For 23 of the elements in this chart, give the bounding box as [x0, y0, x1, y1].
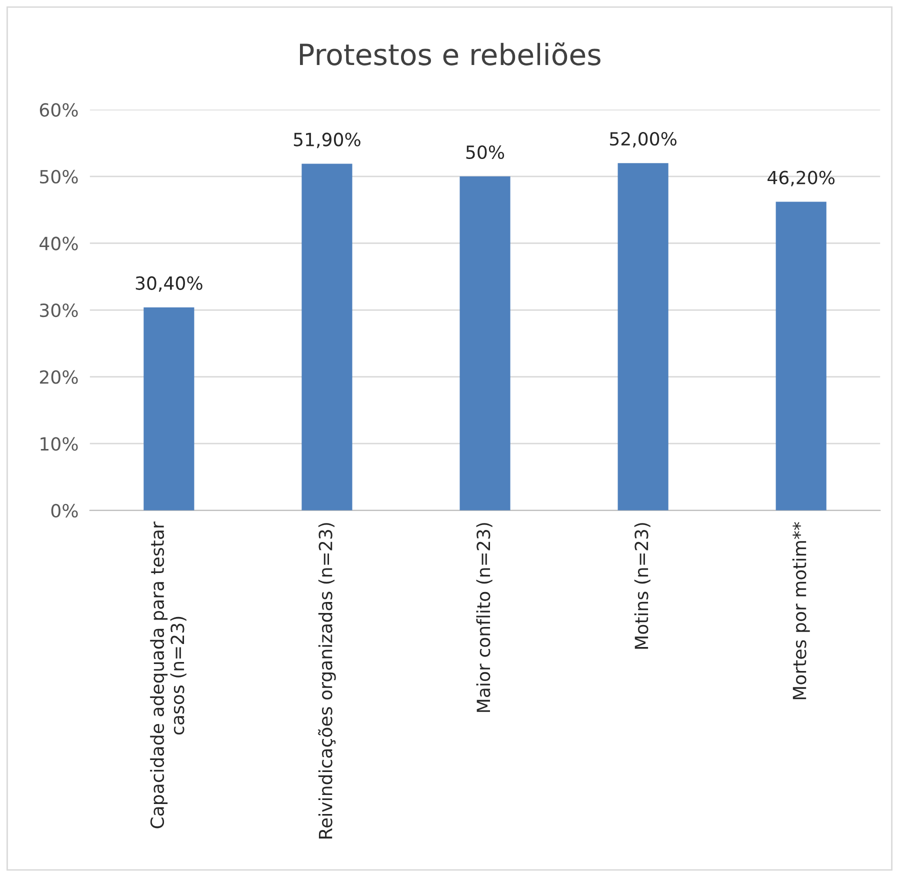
chart-title: Protestos e rebeliões	[300, 42, 600, 66]
bar	[460, 176, 510, 510]
x-tick-label: Mortes por motim**	[792, 522, 810, 700]
data-label: 52,00%	[610, 132, 676, 148]
bar	[618, 163, 668, 510]
x-tick-label: Reivindicações organizadas (n=23)	[318, 523, 336, 838]
x-tick-label: Maior conflito (n=23)	[476, 523, 492, 712]
data-label: 30,40%	[136, 276, 202, 292]
x-tick-label: Motins (n=23)	[634, 523, 650, 649]
y-tick-label: 20%	[40, 370, 78, 384]
data-label: 51,90%	[294, 132, 360, 148]
y-tick-label: 60%	[40, 103, 78, 117]
y-tick-label: 50%	[40, 170, 78, 184]
x-tick-label: Capacidade adequada para testar casos (n=23)	[150, 522, 186, 828]
y-tick-label: 40%	[40, 236, 78, 250]
bar	[302, 164, 352, 510]
y-tick-label: 30%	[40, 303, 78, 318]
y-tick-label: 0%	[51, 504, 78, 518]
data-label: 46,20%	[768, 170, 835, 186]
bar	[144, 307, 194, 510]
bar	[776, 202, 826, 510]
data-label: 50%	[466, 145, 504, 160]
y-tick-label: 10%	[40, 437, 78, 451]
